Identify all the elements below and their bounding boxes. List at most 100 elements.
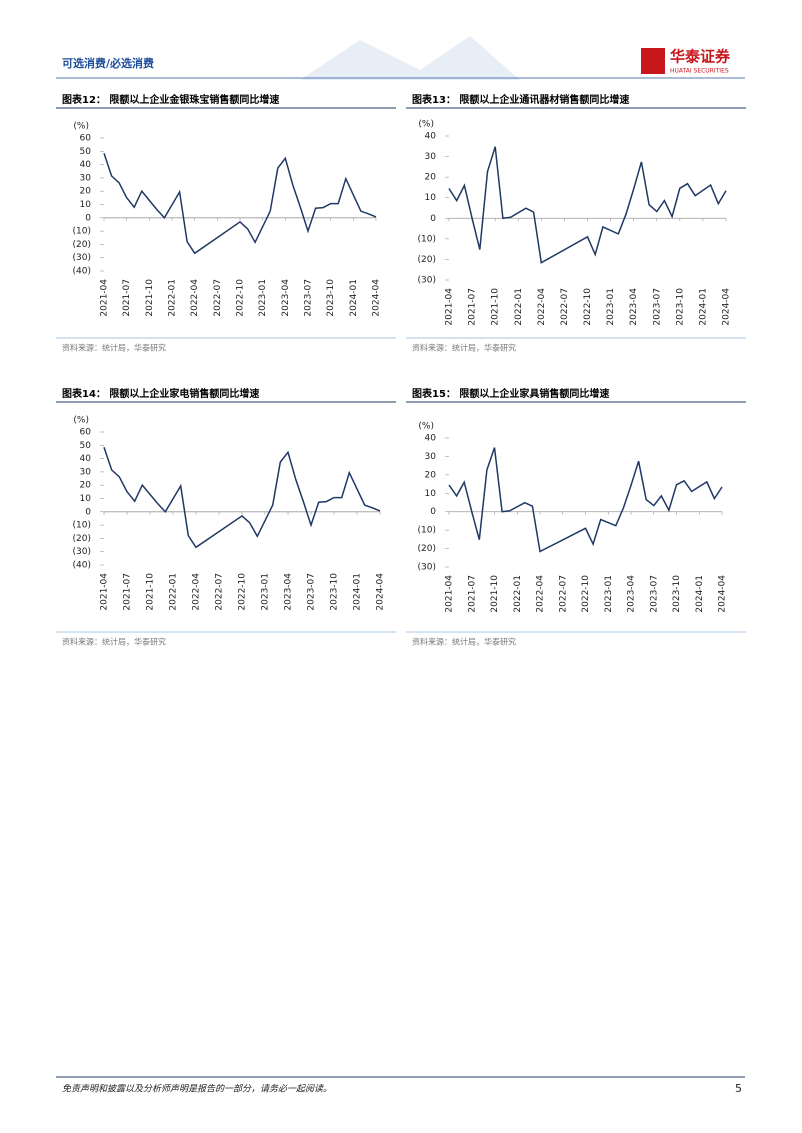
x-tick-label: 2022-04 [192, 573, 202, 611]
x-tick-label: 2021-10 [490, 575, 500, 613]
y-tick-label: 30 [425, 452, 437, 462]
y-tick-label: (40) [73, 267, 91, 277]
x-tick-label: 2023-10 [672, 575, 682, 613]
x-tick-label: 2024-04 [718, 575, 728, 613]
y-tick-label: (30) [418, 563, 436, 573]
y-tick-label: 20 [80, 187, 92, 197]
x-tick-label: 2022-07 [213, 279, 223, 317]
x-tick-label: 2023-01 [606, 288, 616, 326]
x-tick-label: 2021-04 [445, 288, 455, 326]
section-title: 可选消费/必选消费 [62, 56, 154, 70]
x-tick-label: 2024-04 [376, 573, 386, 611]
chart-title: 图表15： 限额以上企业家具销售额同比增速 [412, 387, 609, 400]
data-line [103, 152, 377, 255]
chart-title: 图表12： 限额以上企业金银珠宝销售额同比增速 [62, 93, 279, 106]
x-tick-label: 2023-07 [304, 279, 314, 317]
y-tick-label: (40) [73, 561, 91, 571]
y-tick-label: 50 [80, 147, 92, 157]
x-tick-label: 2022-10 [581, 575, 591, 613]
y-tick-label: 0 [85, 507, 91, 517]
x-tick-label: 2022-07 [558, 575, 568, 613]
y-tick-label: 30 [80, 173, 92, 183]
y-tick-label: (10) [418, 526, 436, 536]
x-tick-label: 2022-01 [169, 573, 179, 611]
x-tick-label: 2021-07 [468, 288, 478, 326]
x-tick-label: 2021-04 [445, 575, 455, 613]
x-tick-label: 2022-01 [514, 288, 524, 326]
source: 资料来源：统计局，华泰研究 [62, 343, 166, 353]
y-tick-label: 50 [80, 441, 92, 451]
x-tick-label: 2022-10 [236, 279, 246, 317]
x-tick-label: 2021-07 [467, 575, 477, 613]
source: 资料来源：统计局，华泰研究 [412, 637, 516, 647]
y-tick-label: 10 [80, 494, 92, 504]
x-tick-label: 2024-01 [349, 279, 359, 317]
y-tick-label: 40 [425, 132, 437, 142]
y-tick-label: (30) [73, 253, 91, 263]
x-tick-label: 2023-01 [261, 573, 271, 611]
x-tick-label: 2023-07 [307, 573, 317, 611]
x-tick-label: 2021-04 [100, 279, 110, 317]
brand-en: HUATAI SECURITIES [670, 68, 729, 75]
y-tick-label: 0 [430, 214, 436, 224]
y-tick-label: (20) [418, 255, 436, 265]
x-tick-label: 2023-07 [649, 575, 659, 613]
x-tick-label: 2023-04 [281, 279, 291, 317]
x-tick-label: 2024-01 [353, 573, 363, 611]
x-tick-label: 2021-10 [491, 288, 501, 326]
y-tick-label: 10 [425, 489, 437, 499]
x-tick-label: 2023-10 [326, 279, 336, 317]
y-axis-unit: (%) [418, 120, 434, 130]
x-tick-label: 2023-04 [629, 288, 639, 326]
x-tick-label: 2021-10 [146, 573, 156, 611]
x-tick-label: 2021-10 [145, 279, 155, 317]
x-tick-label: 2022-10 [583, 288, 593, 326]
x-tick-label: 2023-10 [330, 573, 340, 611]
y-tick-label: (10) [73, 227, 91, 237]
y-axis-unit: (%) [418, 422, 434, 432]
y-tick-label: (30) [418, 276, 436, 286]
y-tick-label: 60 [80, 134, 92, 144]
y-tick-label: 30 [425, 152, 437, 162]
x-tick-label: 2024-04 [372, 279, 382, 317]
y-tick-label: (20) [73, 534, 91, 544]
y-tick-label: 40 [80, 160, 92, 170]
chart-title: 图表14： 限额以上企业家电销售额同比增速 [62, 387, 259, 400]
x-tick-label: 2022-01 [168, 279, 178, 317]
x-tick-label: 2023-01 [604, 575, 614, 613]
x-tick-label: 2024-01 [698, 288, 708, 326]
x-tick-label: 2022-10 [238, 573, 248, 611]
source: 资料来源：统计局，华泰研究 [62, 637, 166, 647]
y-tick-label: 0 [85, 213, 91, 223]
x-tick-label: 2023-10 [675, 288, 685, 326]
y-tick-label: 40 [425, 434, 437, 444]
data-line [448, 447, 723, 553]
x-tick-label: 2022-04 [537, 288, 547, 326]
y-axis-unit: (%) [73, 416, 89, 426]
logo-mark [641, 48, 665, 74]
x-tick-label: 2021-07 [122, 279, 132, 317]
disclaimer: 免责声明和披露以及分析师声明是报告的一部分，请务必一起阅读。 [62, 1084, 332, 1095]
x-tick-label: 2022-07 [560, 288, 570, 326]
x-tick-label: 2024-01 [695, 575, 705, 613]
x-tick-label: 2023-04 [284, 573, 294, 611]
header-decoration [300, 36, 520, 80]
x-tick-label: 2023-04 [627, 575, 637, 613]
y-tick-label: 60 [80, 428, 92, 438]
data-line [448, 146, 727, 264]
y-tick-label: 20 [425, 173, 437, 183]
x-tick-label: 2021-04 [100, 573, 110, 611]
y-tick-label: (10) [73, 521, 91, 531]
x-tick-label: 2023-01 [258, 279, 268, 317]
brand: 华泰证券 [670, 48, 731, 66]
y-tick-label: 30 [80, 467, 92, 477]
y-tick-label: (20) [73, 240, 91, 250]
x-tick-label: 2022-04 [536, 575, 546, 613]
data-line [103, 446, 381, 549]
source: 资料来源：统计局，华泰研究 [412, 343, 516, 353]
x-tick-label: 2021-07 [123, 573, 133, 611]
x-tick-label: 2022-01 [513, 575, 523, 613]
x-tick-label: 2022-04 [190, 279, 200, 317]
